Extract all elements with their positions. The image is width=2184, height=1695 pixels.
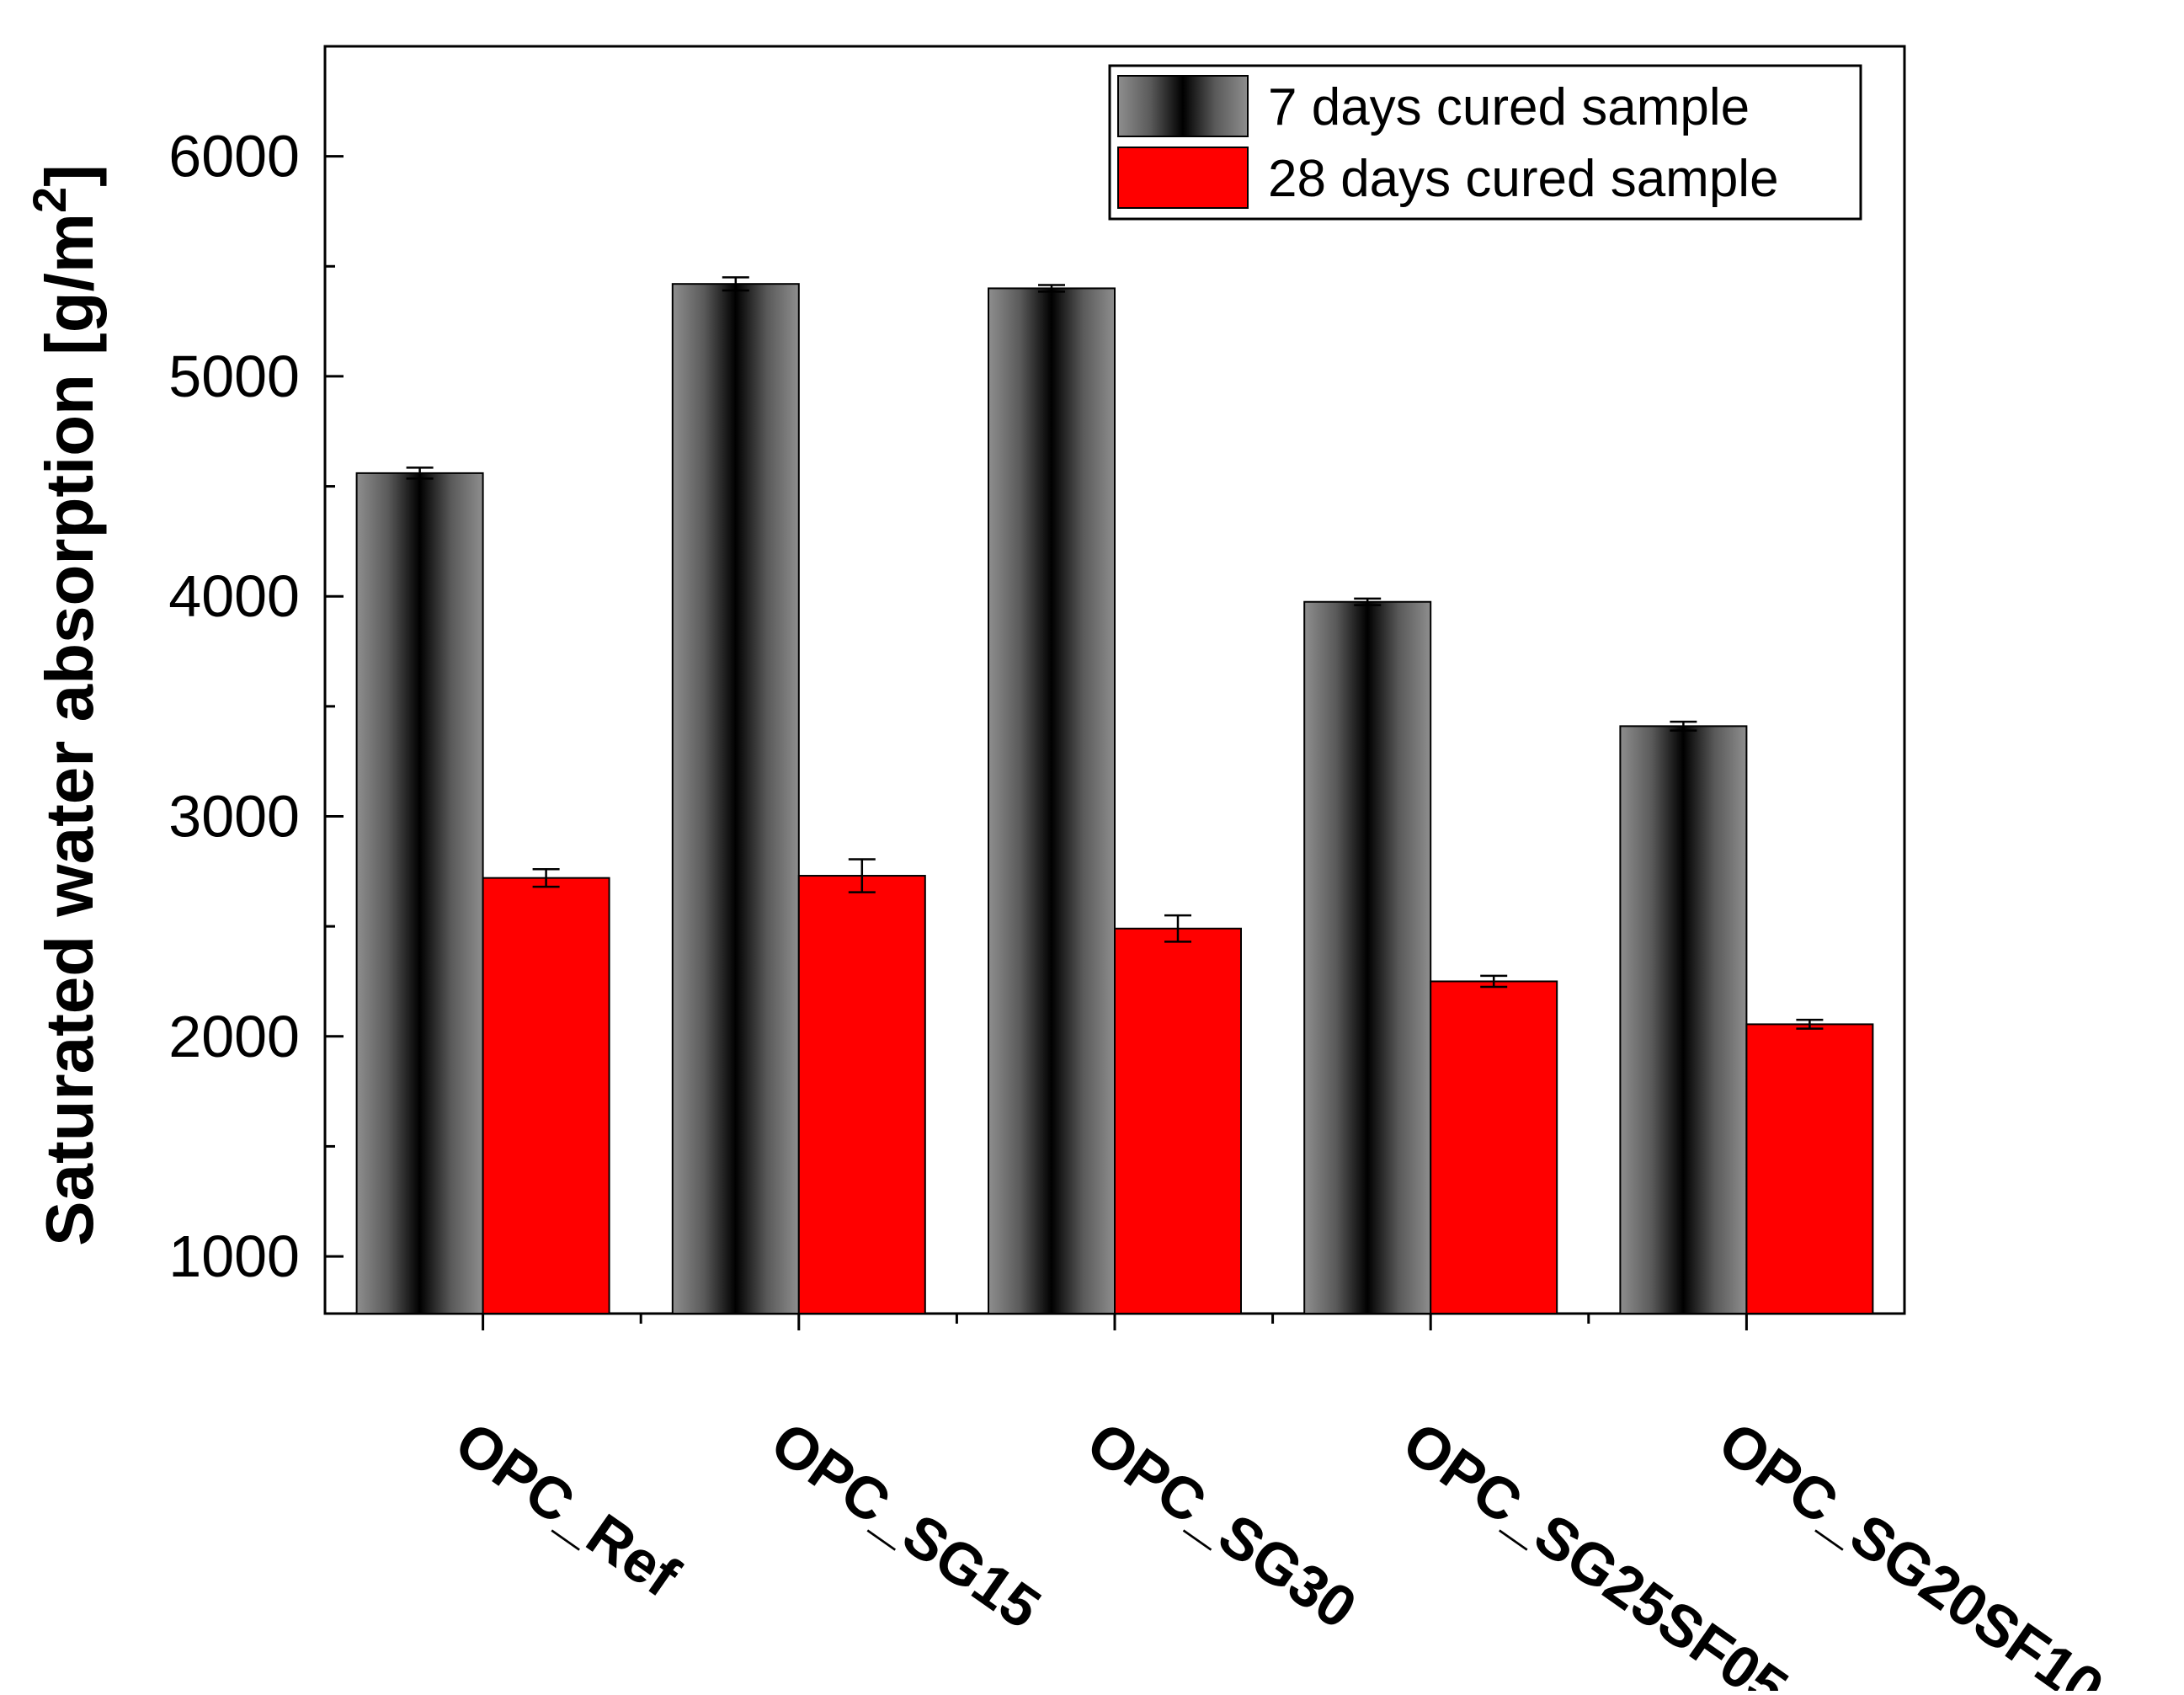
bar-28-days-opc-sg30 bbox=[1114, 927, 1242, 1314]
legend-label: 28 days cured sample bbox=[1268, 150, 1779, 208]
y-tick-label: 1000 bbox=[168, 1223, 300, 1289]
y-tick-label: 5000 bbox=[168, 344, 300, 409]
y-axis-title: Saturated water absorption [g/m2] bbox=[23, 164, 107, 1246]
bar-7-days-opc-sg15 bbox=[671, 283, 800, 1314]
legend-label: 7 days cured sample bbox=[1268, 78, 1750, 136]
bar-7-days-opc-sg20sf10 bbox=[1619, 725, 1748, 1314]
x-tick-label: OPC_SG15 bbox=[759, 1409, 1052, 1641]
bar-28-days-opc-ref bbox=[482, 877, 610, 1314]
y-tick-label: 2000 bbox=[168, 1004, 300, 1069]
bar-28-days-opc-sg15 bbox=[797, 875, 926, 1315]
legend-swatch-28-days bbox=[1117, 147, 1249, 209]
x-tick-label: OPC_Ref bbox=[444, 1409, 691, 1609]
bar-28-days-opc-sg25sf05 bbox=[1430, 980, 1558, 1314]
bar-7-days-opc-ref bbox=[355, 472, 484, 1314]
y-tick-label: 3000 bbox=[168, 783, 300, 849]
x-tick-label: OPC_SG30 bbox=[1075, 1409, 1368, 1641]
bar-7-days-opc-sg30 bbox=[988, 287, 1116, 1314]
bar-7-days-opc-sg25sf05 bbox=[1303, 600, 1432, 1314]
bar-28-days-opc-sg20sf10 bbox=[1745, 1023, 1874, 1315]
legend-swatch-7-days bbox=[1117, 75, 1249, 137]
y-tick-label: 4000 bbox=[168, 563, 300, 629]
y-tick-label: 6000 bbox=[168, 124, 300, 189]
